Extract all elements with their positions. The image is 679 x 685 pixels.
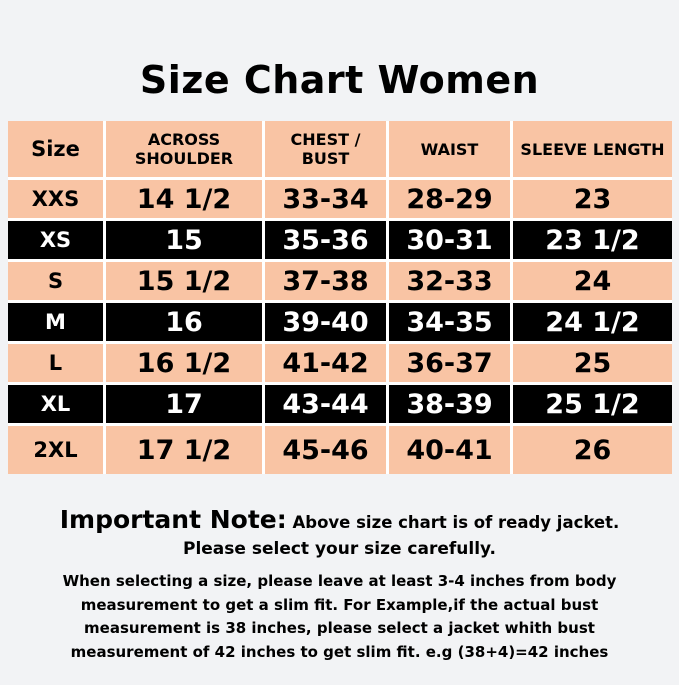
cell-chest-bust: 41-42 (265, 344, 386, 382)
cell-sleeve-length: 25 1/2 (513, 385, 672, 423)
page-title: Size Chart Women (139, 58, 540, 102)
cell-across-shoulder: 15 1/2 (106, 262, 262, 300)
cell-sleeve-length: 24 (513, 262, 672, 300)
cell-size: L (8, 344, 103, 382)
cell-across-shoulder: 16 1/2 (106, 344, 262, 382)
cell-chest-bust: 33-34 (265, 180, 386, 218)
cell-sleeve-length: 25 (513, 344, 672, 382)
note-detail-line: When selecting a size, please leave at l… (62, 572, 617, 590)
cell-size: XXS (8, 180, 103, 218)
cell-waist: 32-33 (389, 262, 510, 300)
cell-size: XL (8, 385, 103, 423)
cell-sleeve-length: 24 1/2 (513, 303, 672, 341)
header-size: Size (8, 121, 103, 177)
cell-size: M (8, 303, 103, 341)
important-note-text: Above size chart is of ready jacket. (292, 513, 620, 532)
cell-across-shoulder: 14 1/2 (106, 180, 262, 218)
header-waist: WAIST (389, 121, 510, 177)
cell-waist: 36-37 (389, 344, 510, 382)
header-sleeve-length: SLEEVE LENGTH (513, 121, 672, 177)
cell-chest-bust: 43-44 (265, 385, 386, 423)
note-detail-line: measurement is 38 inches, please select … (84, 619, 595, 637)
cell-size: S (8, 262, 103, 300)
cell-chest-bust: 45-46 (265, 426, 386, 474)
cell-size: XS (8, 221, 103, 259)
note-detail-line: measurement to get a slim fit. For Examp… (80, 595, 599, 614)
cell-across-shoulder: 15 (106, 221, 262, 259)
cell-chest-bust: 35-36 (265, 221, 386, 259)
cell-sleeve-length: 26 (513, 426, 672, 474)
cell-waist: 34-35 (389, 303, 510, 341)
header-chest-bust: CHEST / BUST (265, 121, 386, 177)
cell-sleeve-length: 23 1/2 (513, 221, 672, 259)
cell-sleeve-length: 23 (513, 180, 672, 218)
cell-chest-bust: 39-40 (265, 303, 386, 341)
important-note-label: Important Note: (59, 505, 287, 534)
cell-across-shoulder: 17 1/2 (106, 426, 262, 474)
cell-across-shoulder: 17 (106, 385, 262, 423)
note-line-2: Please select your size carefully. (182, 539, 497, 559)
header-across-shoulder: ACROSS SHOULDER (106, 121, 262, 177)
note-details: When selecting a size, please leave at l… (0, 570, 679, 664)
important-note: Important Note: Above size chart is of r… (0, 505, 679, 534)
cell-size: 2XL (8, 426, 103, 474)
cell-across-shoulder: 16 (106, 303, 262, 341)
note-detail-line: measurement of 42 inches to get slim fit… (70, 642, 609, 661)
size-chart-table: Size ACROSS SHOULDER CHEST / BUST WAIST SLEE… (8, 121, 672, 474)
cell-waist: 38-39 (389, 385, 510, 423)
cell-waist: 28-29 (389, 180, 510, 218)
cell-chest-bust: 37-38 (265, 262, 386, 300)
cell-waist: 40-41 (389, 426, 510, 474)
cell-waist: 30-31 (389, 221, 510, 259)
